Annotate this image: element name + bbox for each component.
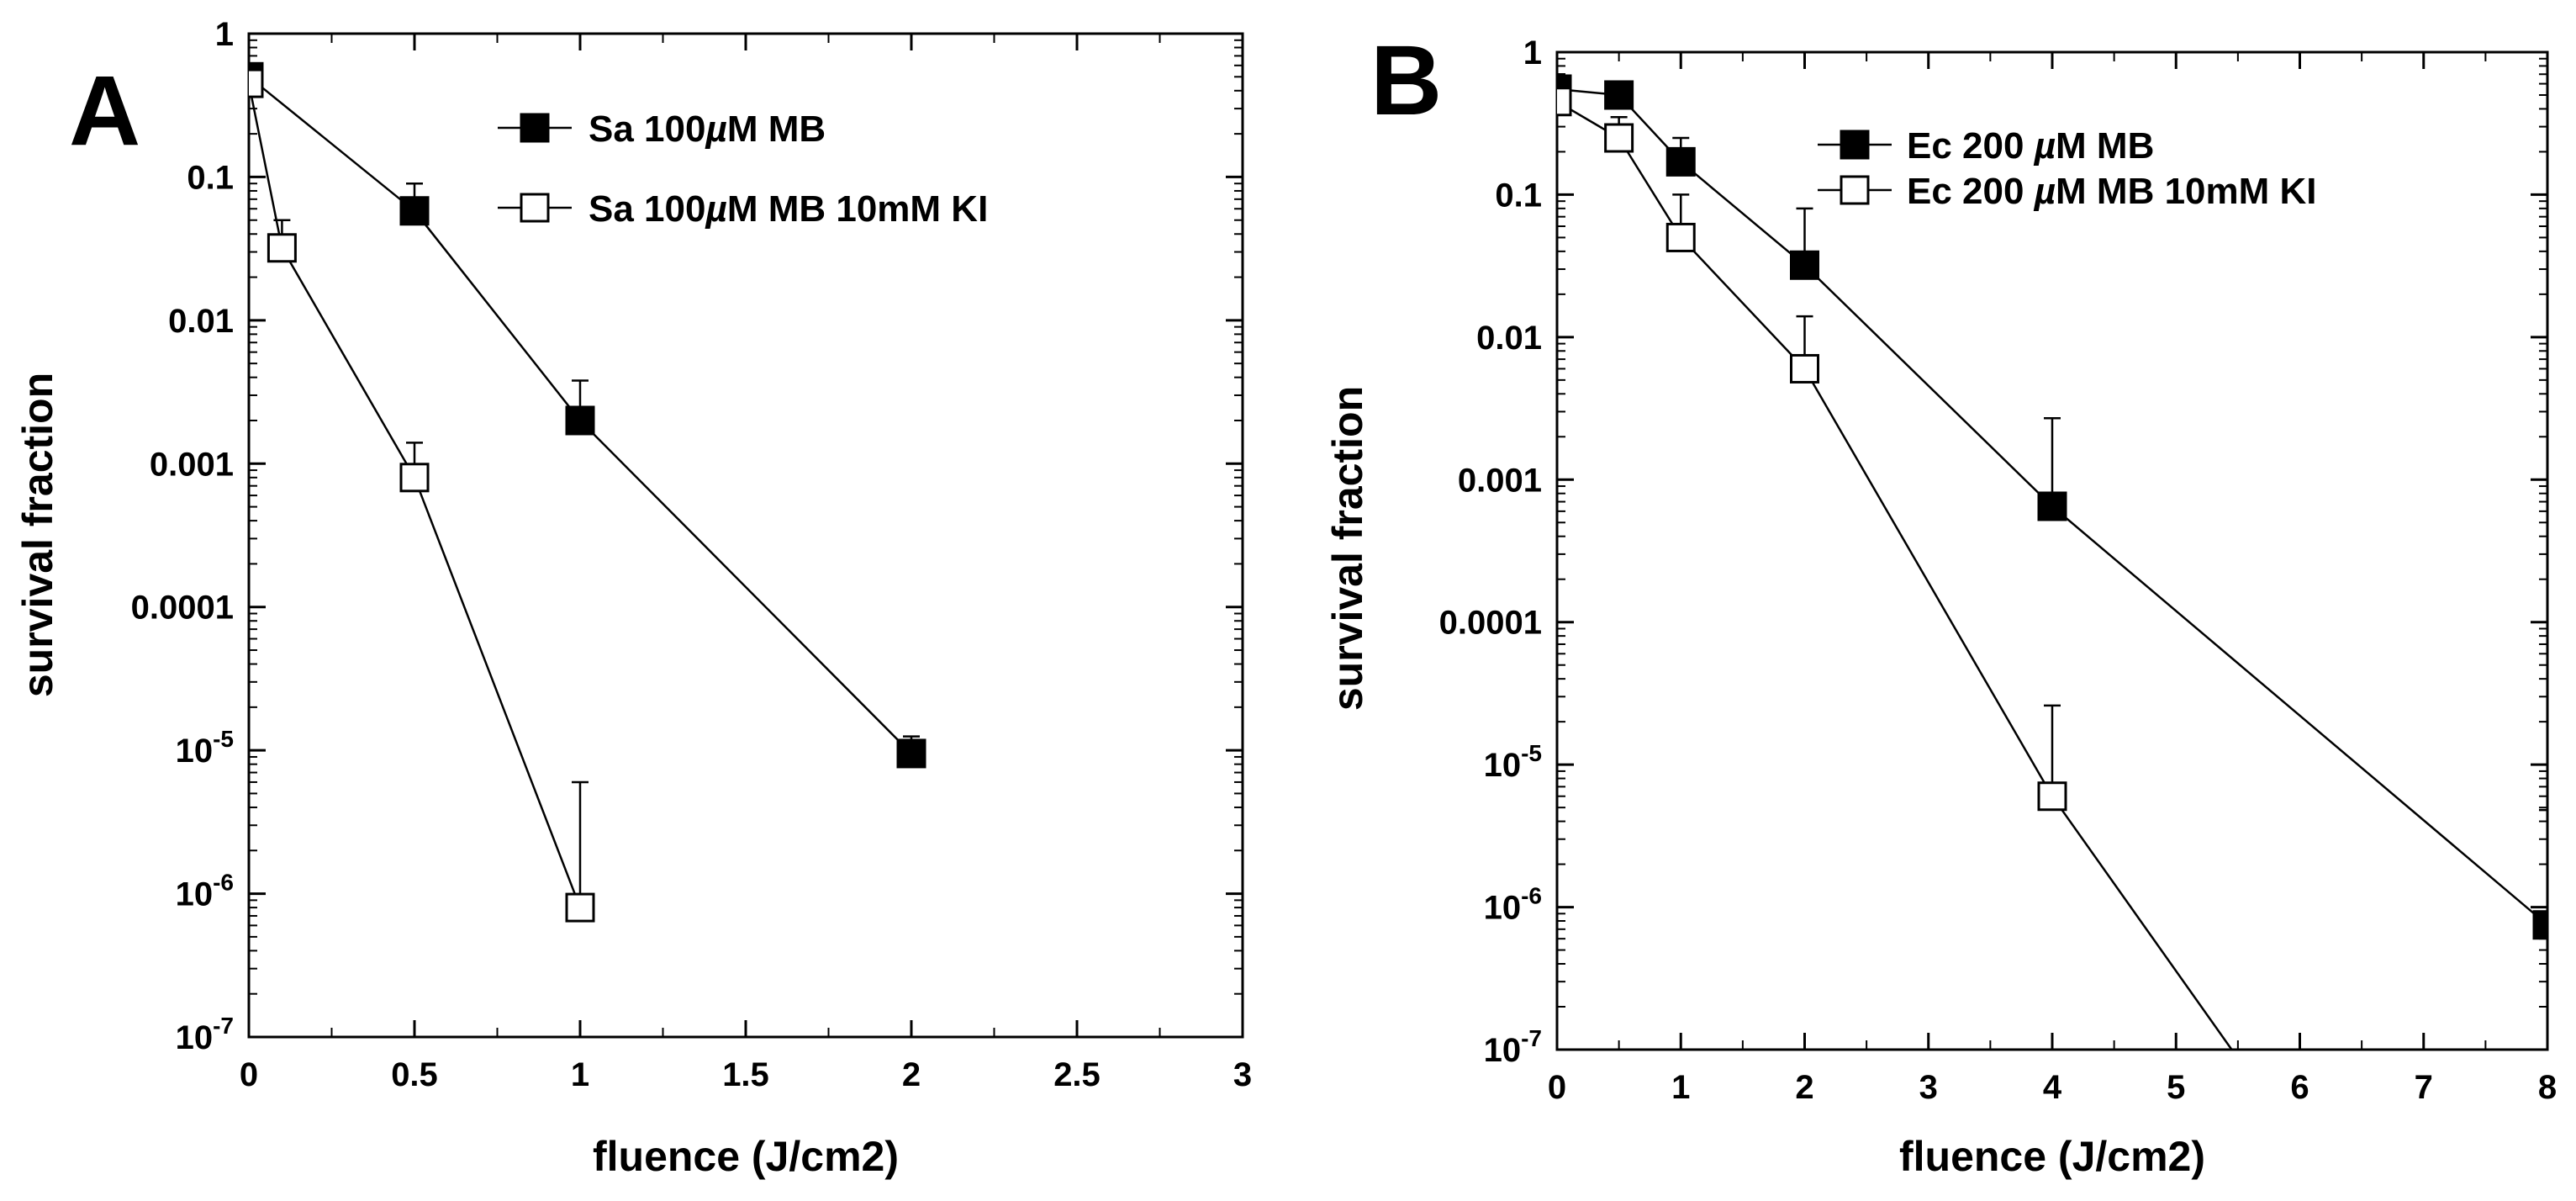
x-axis-title: fluence (J/cm2): [1899, 1133, 2205, 1180]
y-tick-label: 0.0001: [1439, 605, 1542, 642]
x-tick-label: 7: [2415, 1069, 2433, 1106]
y-tick-label: 1: [1523, 34, 1542, 71]
series-2: [249, 64, 595, 923]
legend-label-part: M MB: [2056, 125, 2154, 167]
data-point: [1665, 222, 1696, 252]
y-axis-title: survival fraction: [14, 373, 61, 697]
x-tick-label: 8: [2538, 1069, 2557, 1106]
series-line: [249, 82, 582, 908]
data-point: [1557, 87, 1572, 117]
y-tick-label: 0.1: [1495, 177, 1542, 214]
y-tick-base: 10: [176, 733, 214, 770]
panel-label: B: [1370, 25, 1442, 136]
y-tick-label: 0.001: [150, 446, 234, 483]
legend-label: Ec 200 µM MB 10mM KI: [1907, 171, 2317, 212]
x-tick-label: 1.5: [722, 1056, 769, 1093]
y-tick-exponent: -7: [213, 1013, 234, 1039]
data-point: [1604, 123, 1634, 153]
y-tick-label: 0.0001: [131, 590, 234, 627]
data-point: [565, 405, 595, 436]
y-tick-exponent: -5: [213, 726, 234, 752]
data-point: [1604, 80, 1634, 110]
legend-label-part: Sa 100: [589, 188, 705, 230]
data-point: [1790, 353, 1819, 384]
legend-label-part: µ: [2033, 125, 2056, 167]
x-tick-label: 4: [2043, 1069, 2062, 1106]
legend-label-part: µ: [704, 108, 726, 150]
legend-marker: [520, 193, 550, 223]
x-tick-label: 0: [1548, 1069, 1566, 1106]
x-tick-label: 6: [2290, 1069, 2309, 1106]
plot-frame: [247, 32, 1244, 1039]
data-point: [249, 68, 264, 98]
y-tick-label: 0.1: [187, 159, 234, 196]
x-tick-label: 0: [240, 1056, 258, 1093]
x-tick-label: 0.5: [391, 1056, 438, 1093]
y-tick-label: 1: [215, 16, 234, 53]
y-tick-exponent: -7: [1521, 1025, 1542, 1051]
data-point: [896, 738, 926, 769]
data-point: [267, 233, 297, 263]
legend-label: Sa 100µM MB 10mM KI: [589, 188, 988, 230]
data-point: [2037, 781, 2067, 812]
legend-label-part: µ: [704, 188, 726, 230]
y-tick-base: 10: [176, 876, 214, 913]
legend-label-part: M MB 10mM KI: [2056, 171, 2316, 212]
y-axis-title: survival fraction: [1324, 386, 1371, 711]
x-tick-label: 1: [571, 1056, 589, 1093]
y-tick-label: 10-7: [1484, 1025, 1542, 1069]
y-tick-label: 10-6: [1484, 883, 1542, 927]
x-tick-label: 1: [1671, 1069, 1690, 1106]
series-line: [1557, 100, 2233, 1050]
series-2: [1557, 82, 2233, 1050]
legend-label-part: M MB: [727, 108, 826, 150]
x-axis-title: fluence (J/cm2): [593, 1133, 899, 1180]
x-tick-label: 3: [1233, 1056, 1252, 1093]
y-tick-label: 10-5: [176, 726, 234, 770]
y-tick-label: 0.01: [168, 303, 234, 340]
legend-label: Sa 100µM MB: [589, 108, 826, 150]
data-point: [399, 196, 430, 226]
y-tick-base: 10: [1484, 890, 1522, 927]
legend-label-part: Sa 100: [589, 108, 705, 150]
data-point: [1790, 250, 1819, 280]
y-tick-exponent: -6: [213, 870, 234, 896]
legend-label-part: µ: [2033, 171, 2056, 212]
y-tick-base: 10: [1484, 1032, 1522, 1069]
data-point: [1665, 146, 1696, 177]
legend-label-part: M MB 10mM KI: [727, 188, 988, 230]
x-tick-label: 2: [902, 1056, 921, 1093]
y-tick-base: 10: [1484, 747, 1522, 784]
y-tick-label: 10-7: [176, 1013, 234, 1056]
x-tick-label: 3: [1919, 1069, 1938, 1106]
y-tick-label: 0.01: [1476, 320, 1542, 357]
legend-marker: [520, 113, 550, 143]
y-tick-label: 0.001: [1458, 462, 1542, 499]
y-tick-exponent: -5: [1521, 740, 1542, 766]
data-point: [2532, 910, 2547, 940]
data-point: [2037, 491, 2067, 521]
legend-label-part: Ec 200: [1907, 171, 2035, 212]
x-tick-label: 2: [1795, 1069, 1813, 1106]
y-tick-base: 10: [176, 1019, 214, 1056]
panel-label: A: [69, 56, 140, 167]
x-tick-label: 5: [2167, 1069, 2185, 1106]
legend-marker: [1840, 175, 1870, 205]
x-tick-label: 2.5: [1053, 1056, 1101, 1093]
y-tick-label: 10-5: [1484, 740, 1542, 784]
series-line: [249, 76, 912, 754]
legend-marker: [1840, 130, 1870, 160]
y-tick-exponent: -6: [1521, 883, 1542, 909]
legend-label: Ec 200 µM MB: [1907, 125, 2154, 167]
y-tick-label: 10-6: [176, 870, 234, 913]
series-1: [249, 61, 926, 769]
data-point: [565, 892, 595, 923]
legend-label-part: Ec 200: [1907, 125, 2035, 167]
data-point: [399, 463, 430, 493]
